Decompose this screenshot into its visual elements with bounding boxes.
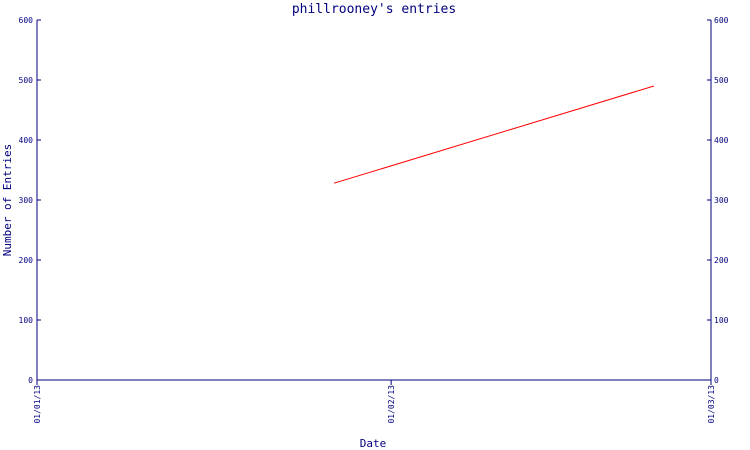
y-tick-label-right: 400 xyxy=(714,136,729,145)
y-tick-label-left: 0 xyxy=(28,376,33,385)
y-axis-label: Number of Entries xyxy=(1,144,14,257)
y-tick-label-right: 0 xyxy=(714,376,719,385)
x-tick-label: 01/03/13 xyxy=(707,385,716,424)
x-tick-label: 01/01/13 xyxy=(33,385,42,424)
y-tick-label-right: 500 xyxy=(714,76,729,85)
x-axis-label: Date xyxy=(360,437,387,450)
y-tick-label-right: 100 xyxy=(714,316,729,325)
y-tick-label-right: 200 xyxy=(714,256,729,265)
y-tick-label-left: 300 xyxy=(19,196,34,205)
y-tick-label-left: 100 xyxy=(19,316,34,325)
x-tick-label: 01/02/13 xyxy=(387,385,396,424)
chart-title: phillrooney's entries xyxy=(292,2,456,17)
y-tick-label-right: 600 xyxy=(714,16,729,25)
y-tick-label-right: 300 xyxy=(714,196,729,205)
series-line xyxy=(333,85,655,184)
y-tick-label-left: 200 xyxy=(19,256,34,265)
plot-area: 0 0 100 100 200 200 300 300 400 400 500 500 600 600 01… xyxy=(19,16,729,424)
y-tick-label-left: 600 xyxy=(19,16,34,25)
y-tick-label-left: 400 xyxy=(19,136,34,145)
y-tick-label-left: 500 xyxy=(19,76,34,85)
